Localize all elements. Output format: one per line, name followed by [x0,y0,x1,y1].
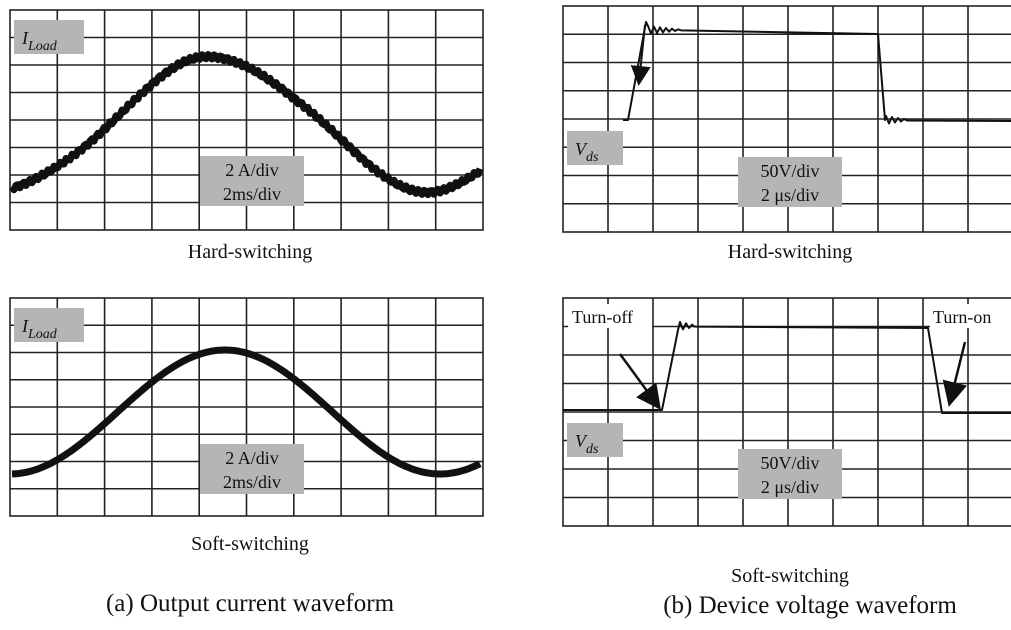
scale-label: 50V/div [760,453,819,473]
scale-label: 2ms/div [223,184,281,204]
annotation: Turn-on [933,307,991,327]
scale-label: 2 μs/div [761,185,819,205]
panel-caption: Hard-switching [188,241,312,263]
panel-caption: Soft-switching [191,533,309,555]
figure: ILoad2 A/div2ms/divHard-switchingILoad2 … [0,0,1011,630]
signal-subscript: Load [27,327,58,342]
voltage-waveform [623,22,1011,124]
annotation: Turn-off [572,307,633,327]
signal-subscript: Load [27,39,58,54]
scale-label: 2 A/div [225,160,279,180]
arrow [950,342,965,402]
scale-label: 2 μs/div [761,477,819,497]
scale-label: 2 A/div [225,448,279,468]
figure-caption: (a) Output current waveform [106,590,395,617]
panel-caption: Soft-switching [731,565,849,587]
scale-label: 2ms/div [223,472,281,492]
signal-subscript: ds [586,150,599,165]
scale-label: 50V/div [760,161,819,181]
figure-caption: (b) Device voltage waveform [663,592,957,619]
signal-subscript: ds [586,442,599,457]
panel-caption: Hard-switching [728,241,852,263]
